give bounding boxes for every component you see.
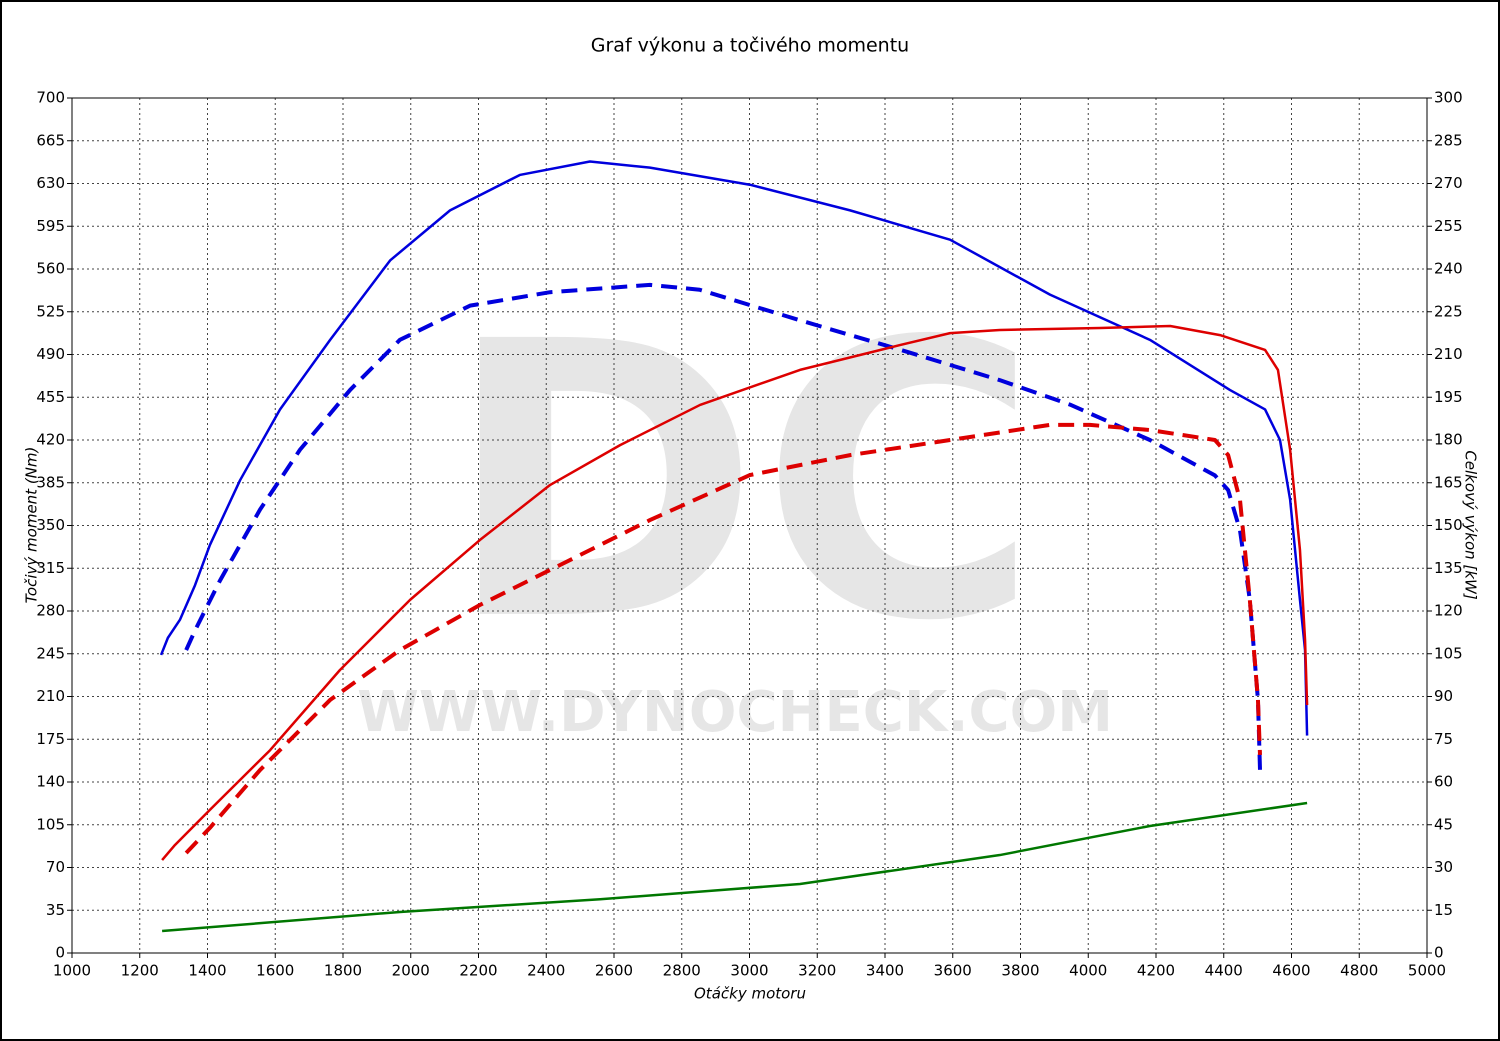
y-tick-label: 35: [46, 901, 65, 919]
watermark: DC WWW.DYNOCHECK.COM: [357, 261, 1113, 745]
x-axis-label: Otáčky motoru: [694, 985, 806, 1003]
series-line: [161, 324, 1309, 861]
y2-tick-label: 105: [1434, 644, 1463, 662]
x-tick-label: 3600: [934, 962, 972, 980]
y-tick-label: 315: [36, 559, 65, 577]
y2-tick-label: 210: [1434, 345, 1463, 363]
y-tick-label: 525: [36, 302, 65, 320]
y2-tick-label: 255: [1434, 217, 1463, 235]
series-line: [184, 282, 1262, 770]
y2-tick-label: 75: [1434, 730, 1453, 748]
y-tick-label: 70: [46, 858, 65, 876]
y-tick-label: 455: [36, 388, 65, 406]
y2-tick-label: 270: [1434, 174, 1463, 192]
y2-tick-label: 60: [1434, 773, 1453, 791]
x-tick-label: 3400: [866, 962, 904, 980]
y-tick-label: 630: [36, 174, 65, 192]
y2-tick-label: 15: [1434, 901, 1453, 919]
x-tick-label: 1400: [188, 962, 226, 980]
y2-tick-label: 195: [1434, 388, 1463, 406]
y-tick-label: 175: [36, 730, 65, 748]
x-tick-label: 4400: [1205, 962, 1243, 980]
plot-frame: [71, 97, 1428, 954]
series-line: [159, 160, 1309, 736]
y2-tick-label: 285: [1434, 131, 1463, 149]
x-tick-label: 1600: [256, 962, 294, 980]
y-tick-label: 105: [36, 815, 65, 833]
x-tick-label: 4800: [1340, 962, 1378, 980]
x-tick-label: 5000: [1408, 962, 1446, 980]
y-tick-label: 280: [36, 602, 65, 620]
x-tick-label: 2400: [527, 962, 565, 980]
y-tick-label: 0: [55, 944, 65, 962]
y2-tick-label: 0: [1434, 944, 1444, 962]
y2-tick-label: 240: [1434, 260, 1463, 278]
y-tick-label: 595: [36, 217, 65, 235]
y2-axis-label: Celkový výkon [kW]: [1462, 450, 1480, 600]
series-line: [184, 422, 1262, 855]
y-tick-label: 560: [36, 260, 65, 278]
y2-tick-label: 90: [1434, 687, 1453, 705]
y2-tick-label: 300: [1434, 89, 1463, 107]
y2-tick-label: 225: [1434, 302, 1463, 320]
y2-tick-label: 180: [1434, 431, 1463, 449]
x-tick-label: 2600: [595, 962, 633, 980]
x-tick-label: 1000: [53, 962, 91, 980]
x-tick-label: 4200: [1137, 962, 1175, 980]
y-tick-label: 245: [36, 644, 65, 662]
x-tick-label: 1200: [121, 962, 159, 980]
y2-tick-label: 120: [1434, 602, 1463, 620]
watermark-url: WWW.DYNOCHECK.COM: [357, 680, 1113, 745]
y2-tick-label: 165: [1434, 473, 1463, 491]
y-tick-label: 490: [36, 345, 65, 363]
x-tick-label: 1800: [324, 962, 362, 980]
x-tick-label: 3800: [1001, 962, 1039, 980]
y2-tick-label: 45: [1434, 815, 1453, 833]
y-tick-label: 665: [36, 131, 65, 149]
y-axis-label: Točivý moment (Nm): [23, 447, 41, 604]
y-tick-label: 385: [36, 473, 65, 491]
x-tick-label: 4600: [1272, 962, 1310, 980]
y-tick-label: 350: [36, 516, 65, 534]
y-tick-label: 210: [36, 687, 65, 705]
y-tick-label: 140: [36, 773, 65, 791]
x-tick-label: 2800: [663, 962, 701, 980]
y2-tick-label: 30: [1434, 858, 1453, 876]
x-tick-label: 3200: [798, 962, 836, 980]
y2-tick-label: 135: [1434, 559, 1463, 577]
x-tick-label: 2000: [392, 962, 430, 980]
series-line: [162, 801, 1308, 933]
x-tick-label: 2200: [459, 962, 497, 980]
chart-title: Graf výkonu a točivého momentu: [591, 35, 909, 57]
y-tick-label: 420: [36, 431, 65, 449]
y2-tick-label: 150: [1434, 516, 1463, 534]
x-tick-label: 4000: [1069, 962, 1107, 980]
y-tick-label: 700: [36, 89, 65, 107]
x-tick-label: 3000: [730, 962, 768, 980]
